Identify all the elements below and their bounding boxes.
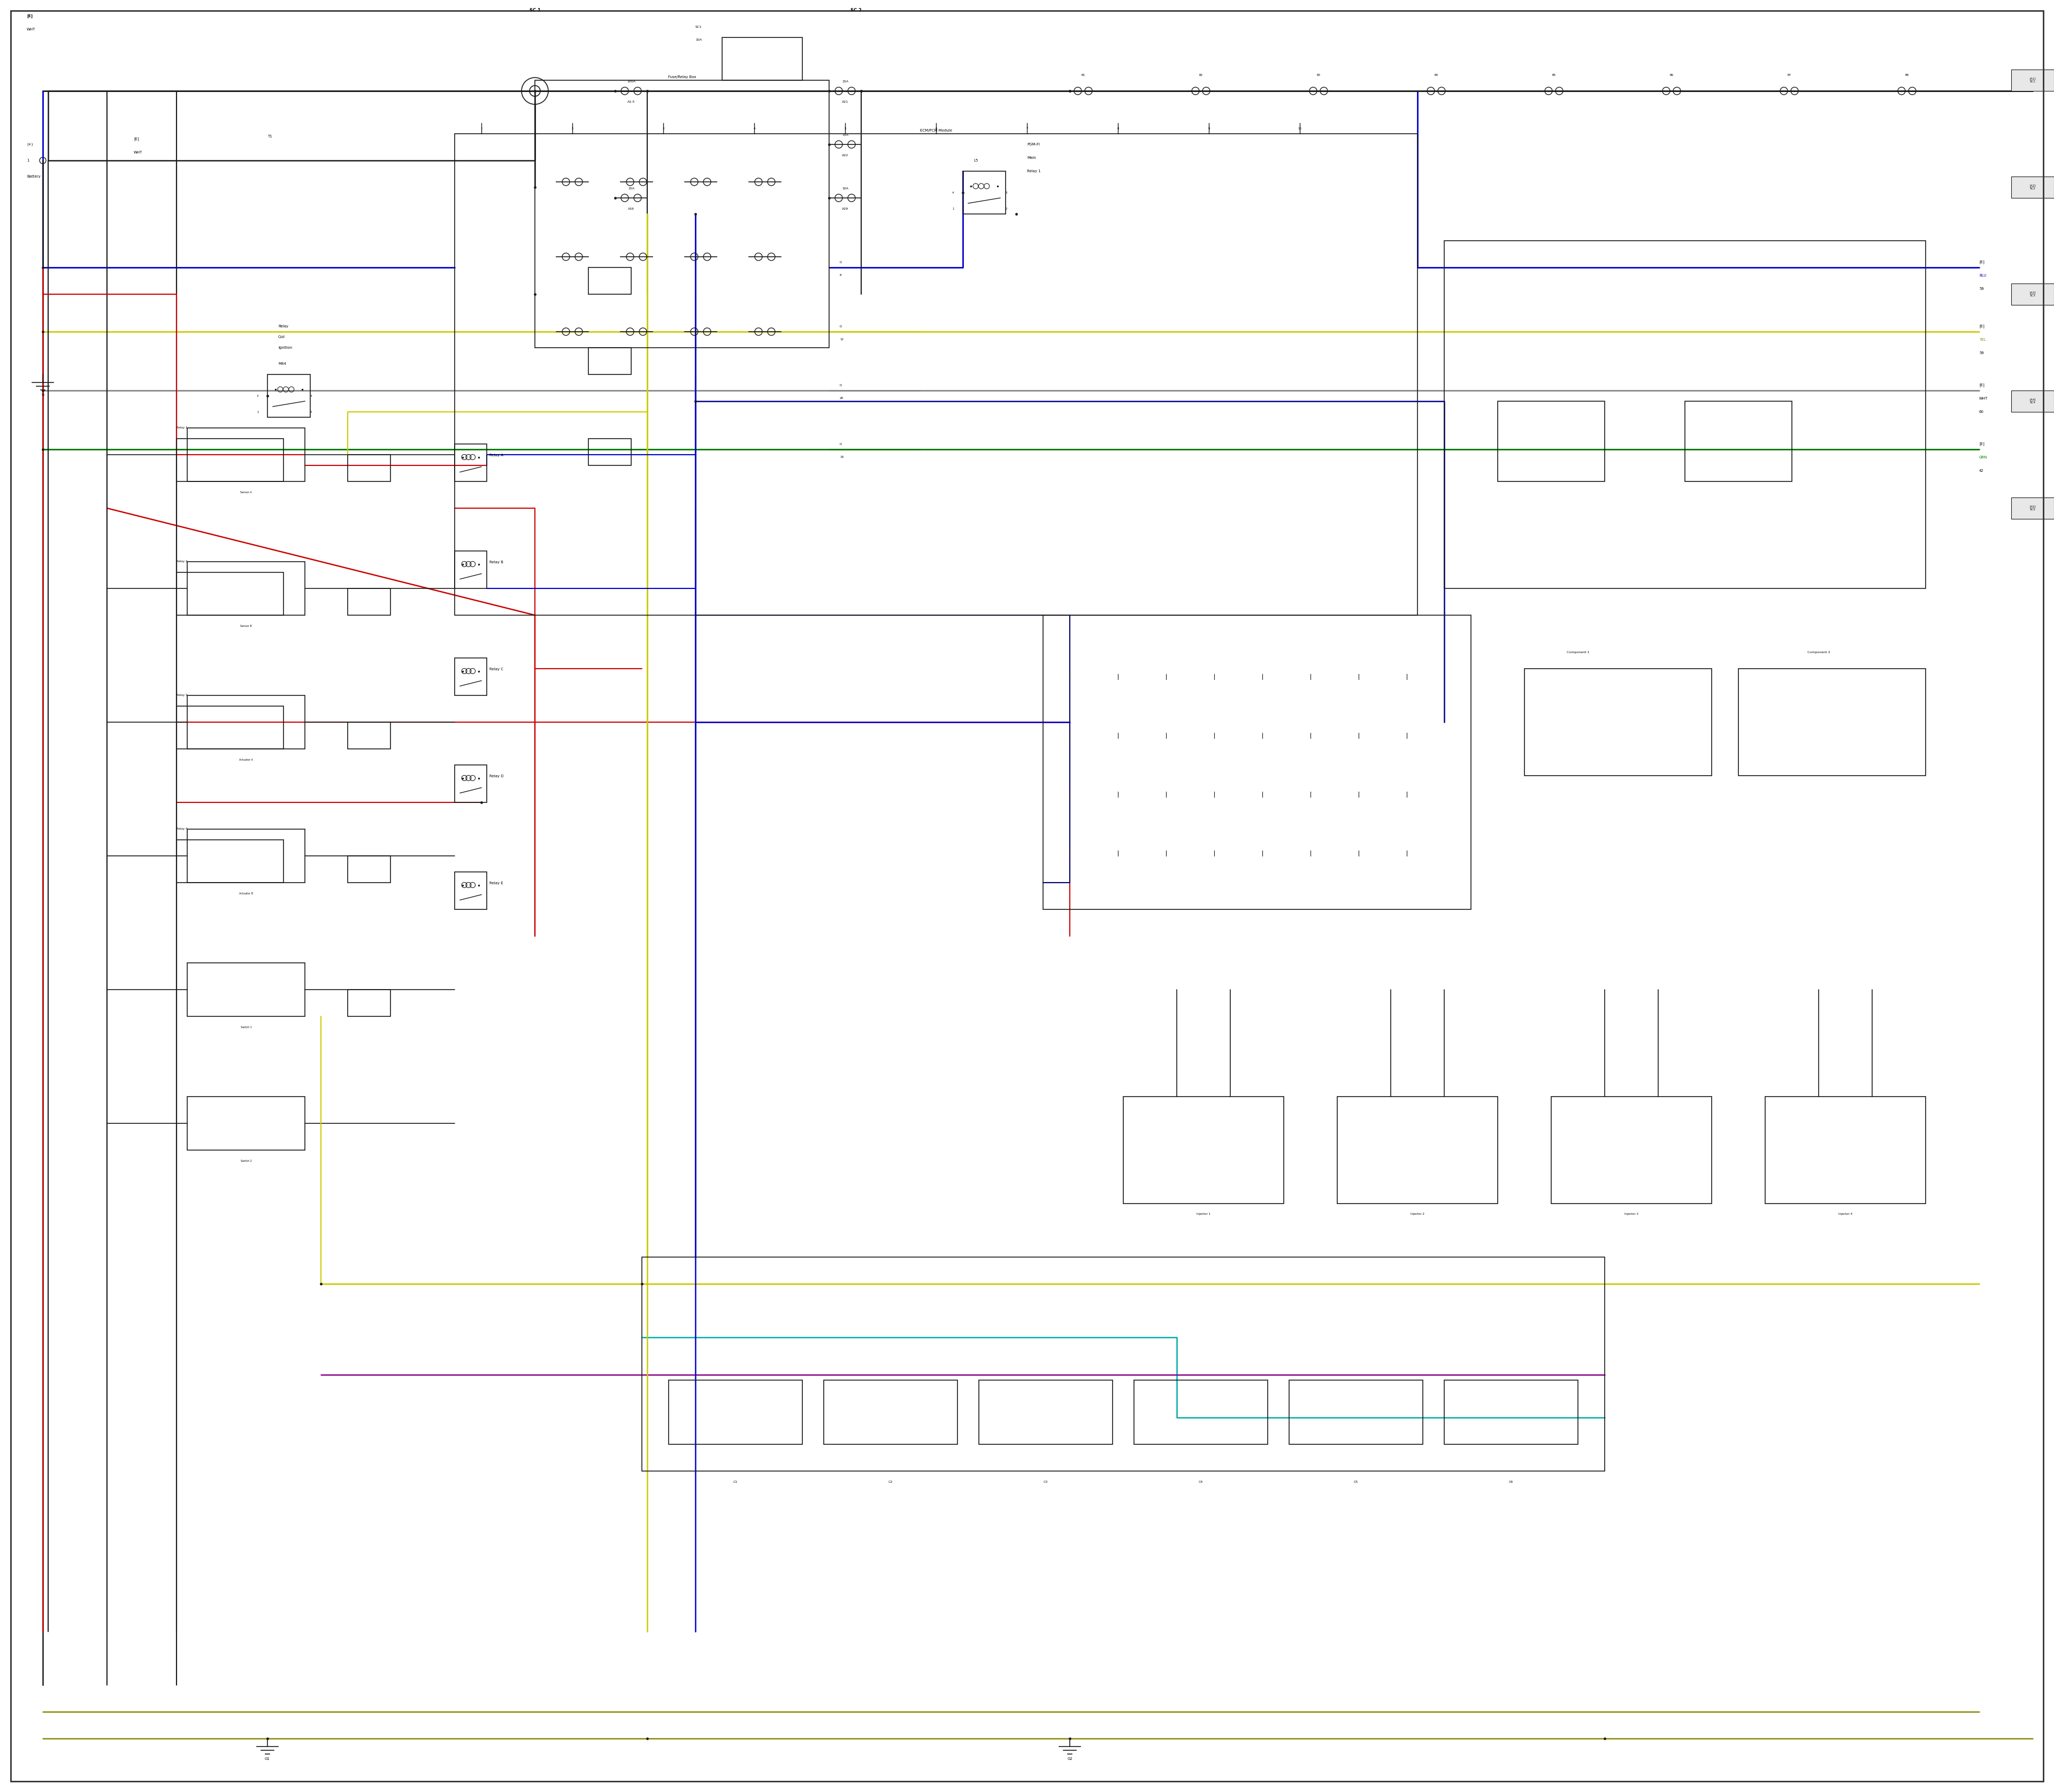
Text: D: D: [840, 262, 842, 263]
Text: C5: C5: [1354, 1480, 1358, 1484]
Bar: [347, 989, 390, 1016]
Bar: [347, 455, 390, 482]
Text: WHT: WHT: [27, 29, 35, 30]
Bar: [187, 561, 304, 615]
Text: A22: A22: [842, 154, 848, 156]
Text: Relay E: Relay E: [489, 882, 503, 885]
Text: A21: A21: [842, 100, 848, 104]
Text: YEL: YEL: [1980, 339, 1986, 340]
Text: D: D: [840, 383, 842, 387]
Text: C1: C1: [733, 1480, 737, 1484]
Text: 19: 19: [840, 455, 844, 459]
Text: B8: B8: [1904, 73, 1908, 77]
Text: Injector 4: Injector 4: [1838, 1213, 1853, 1215]
Text: B1: B1: [1080, 73, 1085, 77]
Text: Battery: Battery: [27, 176, 41, 177]
Bar: [641, 1256, 1604, 1471]
Text: 100A: 100A: [626, 81, 635, 82]
Text: (+): (+): [27, 143, 33, 147]
Bar: [587, 348, 631, 375]
Text: WHT: WHT: [1980, 396, 1988, 400]
Bar: [1134, 1380, 1267, 1444]
Bar: [1684, 401, 1791, 482]
Bar: [187, 830, 304, 883]
Text: 1: 1: [27, 159, 29, 161]
Bar: [454, 765, 487, 803]
Text: [A1]
SC1: [A1] SC1: [2029, 77, 2036, 82]
Text: Relay A: Relay A: [489, 453, 503, 457]
Text: M44: M44: [277, 362, 286, 366]
Bar: [454, 658, 487, 695]
Text: [E]: [E]: [134, 138, 140, 142]
Text: G1: G1: [265, 1758, 269, 1760]
Text: Switch 1: Switch 1: [240, 1025, 253, 1029]
Text: Relay 2: Relay 2: [177, 561, 187, 563]
Bar: [1738, 668, 1927, 776]
Text: Switch 2: Switch 2: [240, 1159, 253, 1163]
Text: Coil: Coil: [277, 335, 286, 339]
Bar: [2011, 177, 2054, 197]
Bar: [454, 134, 1417, 615]
Text: Relay 1: Relay 1: [177, 426, 187, 430]
Text: Relay 4: Relay 4: [177, 828, 187, 830]
Text: [E]: [E]: [1980, 260, 1984, 263]
Bar: [1124, 1097, 1284, 1204]
Text: B6: B6: [1670, 73, 1674, 77]
Bar: [1290, 1380, 1423, 1444]
Text: 59: 59: [1980, 351, 1984, 355]
Bar: [1043, 615, 1471, 909]
Text: SC1: SC1: [696, 25, 702, 29]
Bar: [2011, 391, 2054, 412]
Bar: [980, 1380, 1113, 1444]
Bar: [454, 873, 487, 909]
Text: 59: 59: [1980, 287, 1984, 290]
Text: SC 2: SC 2: [850, 9, 861, 13]
Text: [A4]
SC4: [A4] SC4: [2029, 398, 2036, 403]
Text: Actuator B: Actuator B: [238, 892, 253, 894]
Text: [A3]
SC3: [A3] SC3: [2029, 292, 2036, 297]
Text: G: G: [41, 392, 45, 396]
Text: L5: L5: [974, 159, 978, 161]
Bar: [670, 1380, 803, 1444]
Text: Main: Main: [1027, 156, 1035, 159]
Bar: [723, 38, 803, 81]
Text: Injector 1: Injector 1: [1197, 1213, 1210, 1215]
Text: Ignition: Ignition: [277, 346, 292, 349]
Bar: [267, 375, 310, 418]
Bar: [1444, 240, 1927, 588]
Text: 15A: 15A: [842, 81, 848, 82]
Text: B2: B2: [1200, 73, 1204, 77]
Text: SC 1: SC 1: [530, 9, 540, 13]
Text: [A5]
SC5: [A5] SC5: [2029, 505, 2036, 511]
Text: Relay B: Relay B: [489, 561, 503, 564]
Text: Sensor A: Sensor A: [240, 491, 253, 493]
Text: 12: 12: [840, 339, 844, 340]
Text: D: D: [840, 324, 842, 328]
Text: [E]: [E]: [27, 14, 33, 18]
Bar: [1551, 1097, 1711, 1204]
Text: Component 2: Component 2: [1808, 650, 1830, 654]
Text: 10A: 10A: [842, 186, 848, 190]
Text: B5: B5: [1553, 73, 1555, 77]
Text: 42: 42: [1980, 470, 1984, 473]
Bar: [177, 706, 283, 749]
Text: Sensor B: Sensor B: [240, 625, 253, 627]
Text: WHT: WHT: [134, 151, 142, 154]
Text: 28: 28: [840, 398, 844, 400]
Text: A1-5: A1-5: [626, 100, 635, 104]
Text: C3: C3: [1043, 1480, 1048, 1484]
Text: Injector 2: Injector 2: [1411, 1213, 1423, 1215]
Text: [E]: [E]: [1980, 324, 1984, 328]
Bar: [177, 572, 283, 615]
Bar: [1764, 1097, 1927, 1204]
Text: Relay C: Relay C: [489, 668, 503, 670]
Bar: [2011, 70, 2054, 91]
Text: 10A: 10A: [696, 39, 702, 41]
Text: B4: B4: [1434, 73, 1438, 77]
Text: GRN: GRN: [1980, 455, 1988, 459]
Text: BLU: BLU: [1980, 274, 1986, 278]
Text: Actuator A: Actuator A: [238, 758, 253, 762]
Bar: [347, 588, 390, 615]
Text: B7: B7: [1787, 73, 1791, 77]
Text: C6: C6: [1510, 1480, 1514, 1484]
